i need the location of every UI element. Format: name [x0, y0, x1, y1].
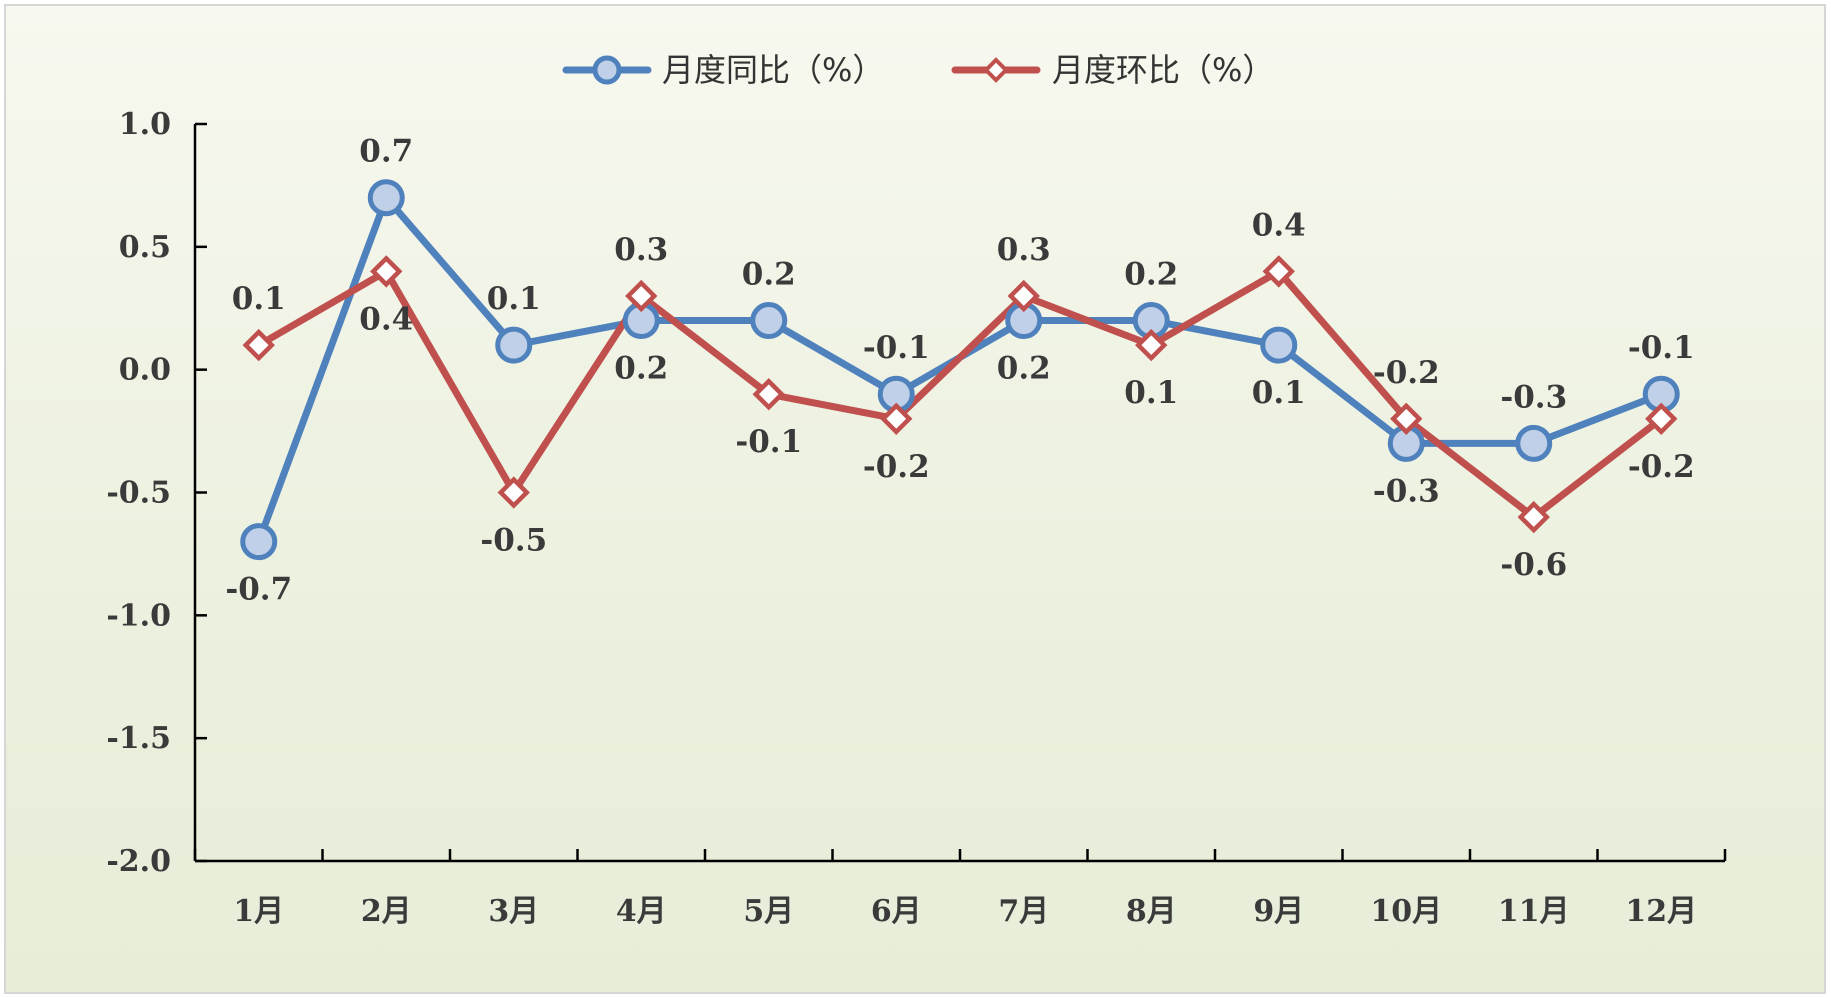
- data-point-mom: [1007, 279, 1040, 313]
- legend-marker-circle-icon: [592, 55, 622, 85]
- data-label-mom: -0.2: [863, 449, 930, 485]
- data-label-yoy: -0.7: [225, 572, 292, 608]
- data-label-mom: 0.3: [997, 232, 1051, 268]
- data-label-mom: -0.2: [1373, 355, 1440, 391]
- y-tick-label: -1.0: [106, 598, 171, 633]
- data-point-yoy: [367, 179, 405, 217]
- data-label-yoy: -0.1: [863, 330, 930, 366]
- x-tick-label: 3月: [488, 894, 539, 929]
- data-point-yoy: [1515, 424, 1553, 462]
- x-tick-label: 5月: [743, 894, 794, 929]
- data-label-yoy: 0.2: [1124, 257, 1178, 293]
- data-point-mom: [752, 378, 785, 411]
- data-point-mom: [370, 255, 403, 288]
- series-line-1: [255, 194, 1665, 546]
- y-tick-label: 0.0: [119, 353, 171, 388]
- x-tick-label: 8月: [1126, 894, 1177, 929]
- y-tick-label: -1.5: [106, 721, 171, 756]
- x-tick-label: 12月: [1625, 894, 1697, 929]
- legend-label-1: 月度同比（%）: [662, 51, 884, 89]
- data-point-yoy: [1260, 326, 1298, 364]
- data-label-mom: 0.1: [1124, 375, 1178, 411]
- data-point-mom: [1262, 255, 1295, 288]
- data-label-yoy: 0.1: [1252, 375, 1306, 411]
- data-label-yoy: -0.3: [1500, 379, 1567, 415]
- x-tick-label: 4月: [616, 894, 667, 929]
- data-label-yoy: -0.3: [1373, 473, 1440, 509]
- data-label-yoy: 0.1: [487, 281, 541, 317]
- x-tick-label: 9月: [1253, 894, 1304, 929]
- data-point-yoy: [495, 326, 533, 364]
- data-point-mom: [497, 476, 530, 509]
- legend-marker-diamond-icon: [983, 57, 1009, 83]
- legend-label-2: 月度环比（%）: [1052, 51, 1274, 89]
- data-point-mom: [1390, 402, 1423, 435]
- data-label-mom: -0.5: [480, 523, 547, 559]
- x-tick-label: 11月: [1498, 894, 1570, 929]
- x-tick-label: 2月: [361, 894, 412, 929]
- data-point-yoy: [240, 523, 278, 561]
- data-label-yoy: 0.7: [359, 134, 413, 170]
- data-label-yoy: 0.2: [997, 351, 1051, 387]
- y-tick-label: 1.0: [119, 107, 171, 142]
- series-line-2: [255, 267, 1665, 521]
- x-tick-label: 6月: [871, 894, 922, 929]
- data-point-yoy: [750, 302, 788, 340]
- data-label-mom: 0.4: [1252, 207, 1306, 243]
- data-point-mom: [1135, 328, 1168, 362]
- x-tick-label: 1月: [233, 894, 284, 929]
- x-tick-label: 7月: [998, 894, 1049, 929]
- data-label-mom: -0.1: [735, 424, 802, 460]
- data-point-mom: [242, 328, 275, 362]
- data-label-mom: 0.3: [614, 232, 668, 268]
- data-point-mom: [1645, 402, 1678, 435]
- data-point-mom: [1517, 500, 1550, 534]
- x-tick-label: 10月: [1370, 894, 1442, 929]
- data-point-mom: [880, 402, 913, 435]
- data-point-mom: [625, 279, 658, 313]
- data-label-mom: -0.6: [1500, 547, 1567, 583]
- chart-frame: [4, 4, 1826, 994]
- data-label-mom: 0.1: [232, 281, 286, 317]
- data-label-mom: 0.4: [359, 301, 413, 337]
- y-tick-label: -0.5: [106, 476, 171, 511]
- data-label-yoy: 0.2: [614, 351, 668, 387]
- y-tick-label: 0.5: [119, 230, 171, 265]
- data-label-yoy: 0.2: [742, 257, 796, 293]
- y-tick-label: -2.0: [106, 844, 171, 879]
- data-label-yoy: -0.1: [1628, 330, 1695, 366]
- data-label-mom: -0.2: [1628, 449, 1695, 485]
